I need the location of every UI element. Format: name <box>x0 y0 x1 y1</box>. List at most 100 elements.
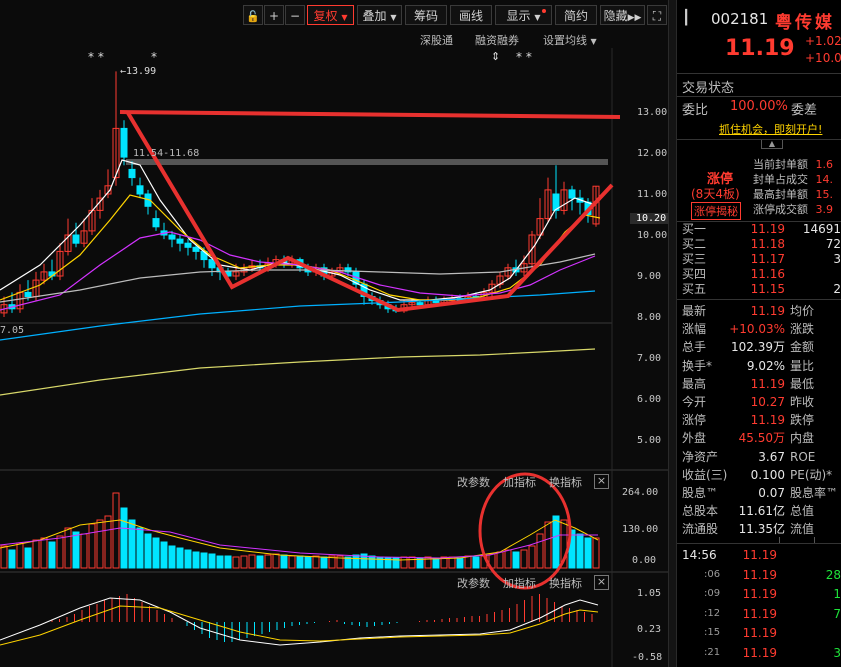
bid-row[interactable]: 买四 11.16 <box>677 267 841 282</box>
macd-change-params[interactable]: 改参数 <box>457 577 490 590</box>
volume-bar <box>456 557 464 569</box>
macd-close-icon[interactable]: × <box>594 575 609 590</box>
seal-row: 最高封单额 15. <box>753 186 833 202</box>
tick-volume: 1 <box>833 587 841 601</box>
candle-body <box>568 189 576 199</box>
bid-volume: 72 <box>825 237 841 251</box>
volume-bar <box>352 554 360 569</box>
macd-swap-indicator[interactable]: 换指标 <box>549 577 582 590</box>
zoom-in-button[interactable]: + <box>264 5 284 25</box>
lock-button[interactable]: 🔓 <box>243 5 263 25</box>
ma30-line <box>0 253 596 303</box>
volume-bar <box>296 555 304 569</box>
stat-label: 流通股 <box>682 522 719 537</box>
bid-row[interactable]: 买三 11.17 3 <box>677 252 841 267</box>
limit-days: (8天4板) <box>691 187 740 201</box>
expand-icon: ⛶ <box>652 9 662 23</box>
stat-row: 净资产 3.67 ROE <box>677 448 841 466</box>
tick-row: :15 11.19 <box>677 624 841 642</box>
candle-body <box>488 283 496 293</box>
volume-add-indicator[interactable]: 加指标 <box>503 476 536 489</box>
event-markers-right[interactable]: * * <box>516 50 532 64</box>
stat-row: 涨停 11.19 跌停 <box>677 411 841 429</box>
volume-bar <box>512 551 520 569</box>
volume-bar <box>168 545 176 569</box>
volume-bar <box>48 541 56 569</box>
fuquan-button[interactable]: 复权 ▼ <box>307 5 354 25</box>
stat-label-2: 流值 <box>790 522 815 537</box>
panel-splitter[interactable] <box>668 0 677 667</box>
stock-code: 002181 <box>711 10 769 28</box>
jianyue-button[interactable]: 简约 <box>555 5 597 25</box>
volume-bar <box>192 551 200 569</box>
collapse-caret-icon[interactable]: ▲ <box>761 140 783 149</box>
tick-time: :09 <box>704 588 721 599</box>
volume-change-params[interactable]: 改参数 <box>457 476 490 489</box>
bid-price: 11.16 <box>750 267 785 281</box>
volume-bar <box>136 527 144 569</box>
stat-row: 今开 10.27 昨收 <box>677 393 841 411</box>
candle-body <box>408 302 416 306</box>
divider <box>677 73 841 74</box>
event-marker-mid[interactable]: * <box>151 50 157 64</box>
rongzirongquan-link[interactable]: 融资融券 <box>475 34 519 47</box>
bid-label: 买二 <box>682 237 707 251</box>
diejia-label: 叠加 <box>362 9 387 23</box>
kline-chart-area[interactable]: 🔓 + − 复权 ▼ 叠加 ▼ 筹码 画线 显示 ▼ 简约 隐藏▶▶ ⛶ 深股通… <box>0 0 673 667</box>
zoom-out-button[interactable]: − <box>285 5 305 25</box>
trade-status-label[interactable]: 交易状态 <box>682 81 735 96</box>
yincang-button[interactable]: 隐藏▶▶ <box>600 5 645 25</box>
stat-label-2: 金额 <box>790 340 815 355</box>
stat-row: 股息™ 0.07 股息率™ <box>677 484 841 502</box>
bid-volume: 2 <box>833 282 841 296</box>
volume-swap-indicator[interactable]: 换指标 <box>549 476 582 489</box>
annotation-horizontal-line <box>119 110 621 119</box>
volume-bar <box>80 533 88 569</box>
fullscreen-button[interactable]: ⛶ <box>647 5 667 25</box>
candle-body <box>24 291 32 297</box>
tick-time: :06 <box>704 568 721 580</box>
tick-time: :15 <box>704 627 721 638</box>
tick-row: :09 11.19 1 <box>677 585 841 603</box>
candle-body <box>128 168 136 179</box>
stat-label-2: 总值 <box>790 504 815 519</box>
menu-icon[interactable]: ┃ <box>682 10 691 26</box>
stat-label-2: ROE <box>790 449 816 464</box>
tick-price: 11.19 <box>742 567 777 582</box>
bid-row[interactable]: 买一 11.19 14691 <box>677 222 841 237</box>
huaxian-button[interactable]: 画线 <box>450 5 492 25</box>
volume-close-icon[interactable]: × <box>594 474 609 489</box>
bid-row[interactable]: 买二 11.18 72 <box>677 237 841 252</box>
annotation-zigzag-line <box>126 111 614 313</box>
macd-dif-line <box>0 597 599 646</box>
candle-body <box>120 127 128 158</box>
stat-label-2: 均价 <box>790 304 815 318</box>
level-range-label: 11.54-11.68 <box>133 148 200 159</box>
shengutong-link[interactable]: 深股通 <box>420 34 453 47</box>
bid-row[interactable]: 买五 11.15 2 <box>677 282 841 297</box>
ma-settings-link[interactable]: 设置均线 ▼ <box>543 32 597 48</box>
volume-bar <box>272 553 280 569</box>
xianshi-button[interactable]: 显示 ▼ <box>495 5 552 25</box>
chouma-button[interactable]: 筹码 <box>405 5 447 25</box>
candlesticks <box>0 71 600 317</box>
candle-body <box>56 250 64 277</box>
stat-value: 11.35亿 <box>738 522 785 537</box>
event-markers-left[interactable]: * * <box>88 50 104 64</box>
macd-bars <box>0 594 599 646</box>
moving-average-lines <box>0 159 601 396</box>
candle-body <box>232 271 240 277</box>
volume-bar <box>8 549 16 569</box>
stat-value: 0.07 <box>758 486 785 500</box>
candle-body <box>144 193 152 207</box>
diejia-button[interactable]: 叠加 ▼ <box>357 5 402 25</box>
tick-volume: 3 <box>833 645 841 660</box>
ma-value-label: 7.05 <box>0 325 25 336</box>
ma-settings-label: 设置均线 <box>543 34 587 47</box>
volume-bar <box>576 533 584 569</box>
macd-add-indicator[interactable]: 加指标 <box>503 577 536 590</box>
volume-bar <box>240 555 248 569</box>
promo-link[interactable]: 抓住机会，即刻开户! <box>719 123 823 136</box>
event-marker-arrow[interactable]: ⇕ <box>491 50 501 63</box>
limit-reveal-button[interactable]: 涨停揭秘 <box>691 202 741 220</box>
